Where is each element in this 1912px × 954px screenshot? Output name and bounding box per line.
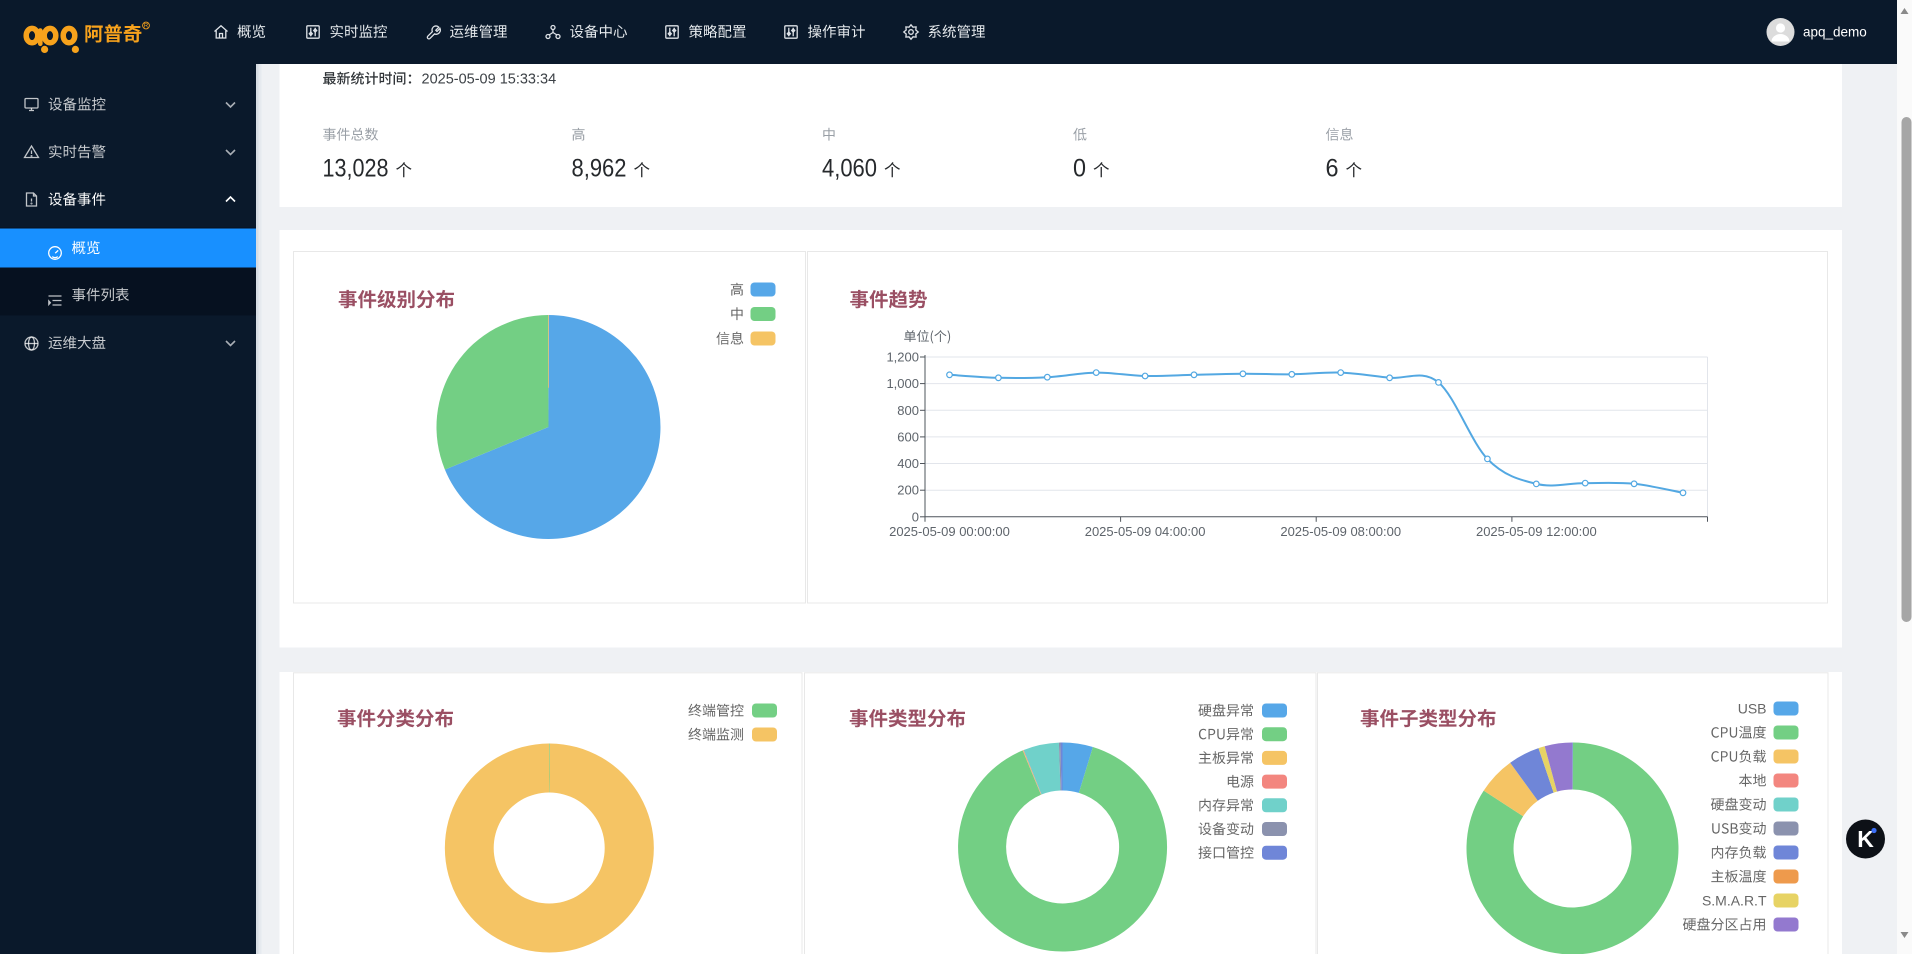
svg-text:200: 200: [897, 483, 919, 498]
svg-text:S.M.A.R.T: S.M.A.R.T: [1702, 892, 1767, 908]
svg-text:2025-05-09 08:00:00: 2025-05-09 08:00:00: [1280, 524, 1401, 539]
svg-text:6: 6: [1326, 155, 1339, 183]
svg-text:400: 400: [897, 456, 919, 471]
svg-text:USB: USB: [1738, 700, 1767, 716]
svg-text:apq_demo: apq_demo: [1803, 25, 1867, 40]
svg-text:0: 0: [912, 509, 919, 524]
svg-text:0: 0: [1073, 155, 1086, 183]
svg-text:2025-05-09 00:00:00: 2025-05-09 00:00:00: [889, 524, 1010, 539]
svg-text:K: K: [1857, 826, 1874, 852]
svg-text:13,028: 13,028: [323, 155, 389, 183]
svg-text:1,200: 1,200: [886, 350, 919, 365]
svg-text:R: R: [144, 24, 149, 30]
svg-text:2025-05-09 15:33:34: 2025-05-09 15:33:34: [422, 72, 557, 88]
svg-text:2025-05-09 04:00:00: 2025-05-09 04:00:00: [1085, 524, 1206, 539]
svg-text:800: 800: [897, 403, 919, 418]
svg-text:1,000: 1,000: [886, 376, 919, 391]
svg-text:600: 600: [897, 429, 919, 444]
svg-text:2025-05-09 12:00:00: 2025-05-09 12:00:00: [1476, 524, 1597, 539]
svg-text:4,060: 4,060: [822, 155, 877, 183]
svg-text:8,962: 8,962: [572, 155, 627, 183]
